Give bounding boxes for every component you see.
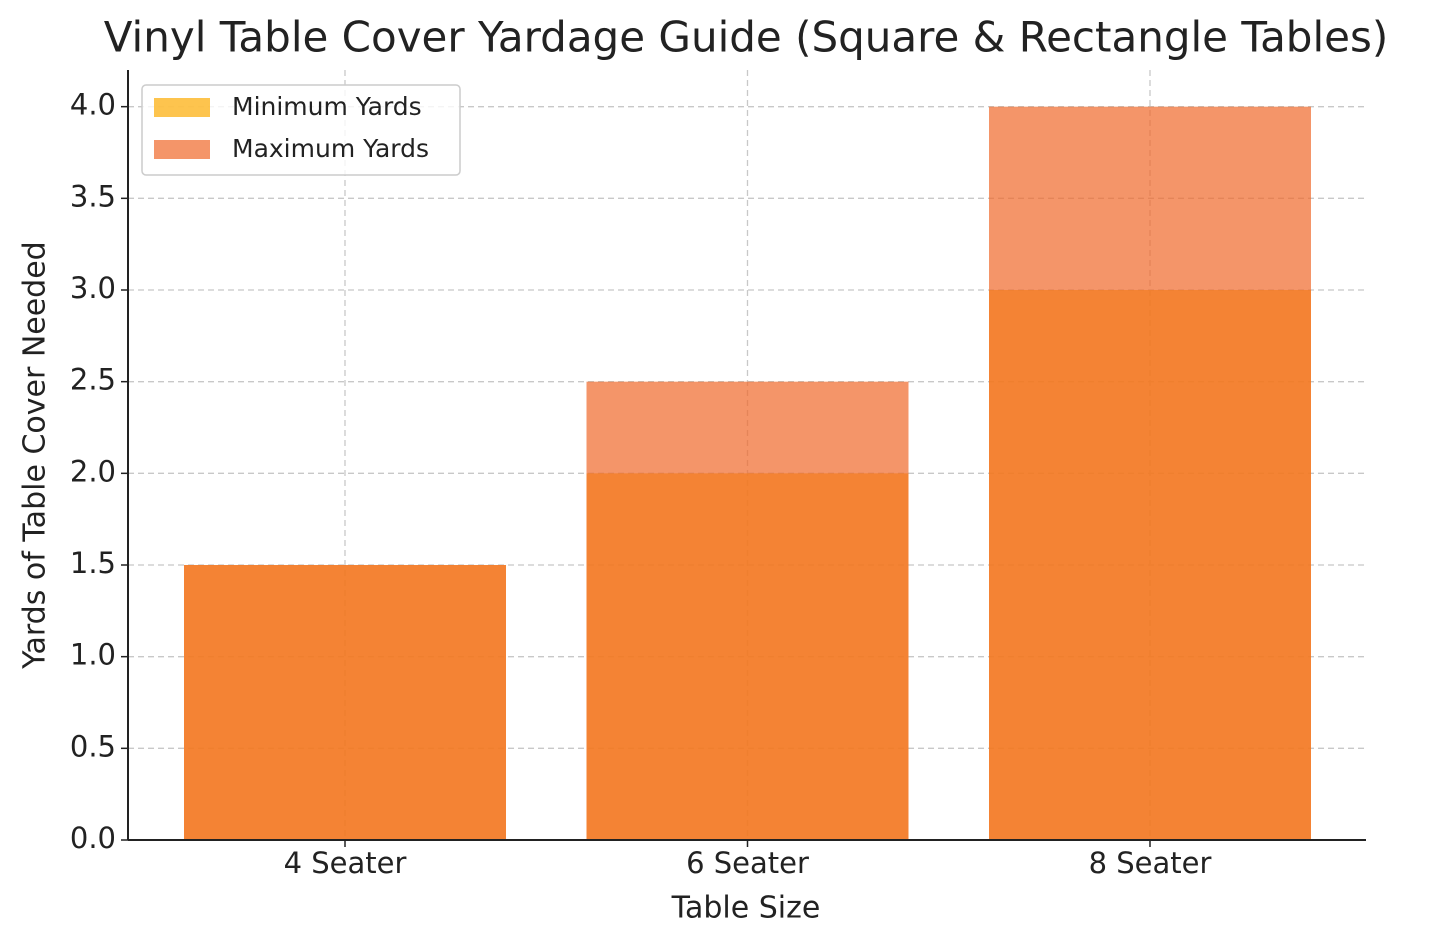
- y-tick-label: 0.5: [70, 729, 116, 763]
- y-tick-label: 1.0: [70, 638, 116, 672]
- bar: [586, 381, 909, 840]
- x-axis-label: Table Size: [671, 891, 821, 926]
- y-axis-label: Yards of Table Cover Needed: [18, 241, 53, 669]
- y-tick-label: 2.5: [70, 363, 116, 397]
- x-tick-label: 4 Seater: [284, 846, 407, 880]
- y-tick-label: 3.0: [70, 271, 116, 305]
- legend-swatch: [154, 140, 210, 159]
- legend-label: Maximum Yards: [232, 134, 429, 163]
- y-tick-label: 1.5: [70, 546, 116, 580]
- legend-box: [141, 84, 461, 176]
- legend-swatch: [154, 98, 210, 117]
- x-tick-label: 6 Seater: [686, 846, 809, 880]
- bar: [184, 565, 506, 840]
- chart-title: Vinyl Table Cover Yardage Guide (Square …: [104, 13, 1389, 62]
- y-tick-label: 3.5: [70, 179, 116, 213]
- bar: [989, 106, 1311, 840]
- y-tick-label: 2.0: [70, 454, 116, 488]
- legend-label: Minimum Yards: [232, 92, 422, 121]
- y-tick-label: 0.0: [70, 821, 116, 855]
- x-tick-label: 8 Seater: [1089, 846, 1212, 880]
- y-tick-label: 4.0: [70, 88, 116, 122]
